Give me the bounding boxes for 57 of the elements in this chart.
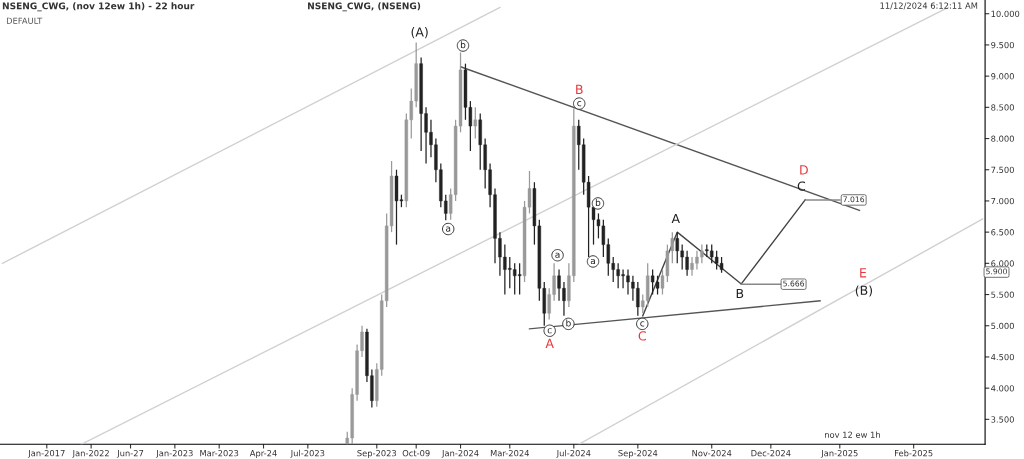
x-tick-label: Jan-2022	[72, 450, 109, 458]
candlestick	[517, 262, 522, 296]
annotation: a	[555, 252, 560, 258]
annotation: c	[577, 101, 582, 107]
chart-subtitle: NSENG_CWG, (NSENG)	[308, 2, 421, 12]
annotation: 11/12/2024 6:12:11 AM	[880, 2, 978, 10]
y-tick-label: 10.000	[991, 10, 1020, 18]
y-tick-label: 5.000	[991, 322, 1014, 330]
annotation: A	[545, 338, 554, 348]
annotation: B	[576, 84, 583, 94]
candlestick	[473, 106, 477, 140]
annotation: c	[547, 328, 552, 334]
annotation: b	[460, 41, 466, 49]
y-tick-label: 7.000	[991, 197, 1014, 205]
annotation: DEFAULT	[6, 17, 43, 24]
annotation: c	[640, 321, 645, 327]
annotation: A	[671, 214, 680, 224]
annotation: (A)	[411, 27, 428, 39]
annotation: b	[566, 319, 571, 327]
x-tick-label: Jun-27	[116, 450, 144, 458]
x-tick-label: Dec-2024	[751, 450, 791, 457]
y-tick-label: 7.500	[991, 166, 1014, 174]
y-tick-label: 9.500	[991, 41, 1014, 49]
x-tick-label: Apr-24	[249, 450, 277, 458]
y-tick-label: 3.500	[991, 416, 1014, 423]
x-tick-label: Sep-2023	[357, 450, 397, 458]
x-tick-label: Nov-2024	[692, 450, 732, 457]
y-tick-label: 5.500	[991, 291, 1014, 298]
x-tick-label: Jan-2024	[441, 450, 479, 458]
annotation: D	[800, 165, 808, 175]
annotation: nov 12 ew 1h	[825, 431, 880, 438]
y-tick-label: 4.000	[991, 385, 1014, 392]
x-tick-label: Feb-2025	[895, 449, 933, 457]
y-tick-label: 8.000	[991, 135, 1014, 142]
annotation: C	[797, 181, 806, 191]
annotation: a	[445, 226, 451, 232]
annotation: E	[860, 268, 867, 278]
x-tick-label: Mar-2023	[200, 450, 239, 457]
y-tick-label: 6.000	[991, 260, 1014, 267]
y-tick-label: 6.500	[991, 229, 1014, 236]
x-tick-label: Jan-2025	[820, 450, 858, 458]
y-tick-label: 4.500	[991, 353, 1014, 361]
x-tick-label: Mar-2024	[490, 450, 530, 457]
annotation: B	[736, 288, 744, 298]
y-tick-label: 8.500	[991, 104, 1014, 111]
annotation: a	[590, 258, 595, 265]
chart-title: NSENG_CWG, (nov 12ew 1h) - 22 hour	[2, 2, 195, 12]
x-tick-label: Sep-2024	[618, 450, 658, 458]
annotation: C	[638, 331, 646, 341]
x-tick-label: Jul-2023	[290, 449, 325, 458]
y-tick-label: 9.000	[991, 73, 1014, 80]
x-tick-label: Jul-2024	[556, 449, 591, 458]
x-tick-label: Jan-2023	[155, 450, 193, 458]
x-tick-label: Jan-2017	[27, 450, 65, 458]
annotation: (B)	[855, 285, 873, 297]
annotation: b	[595, 199, 601, 207]
x-tick-label: Oct-09	[402, 450, 430, 457]
